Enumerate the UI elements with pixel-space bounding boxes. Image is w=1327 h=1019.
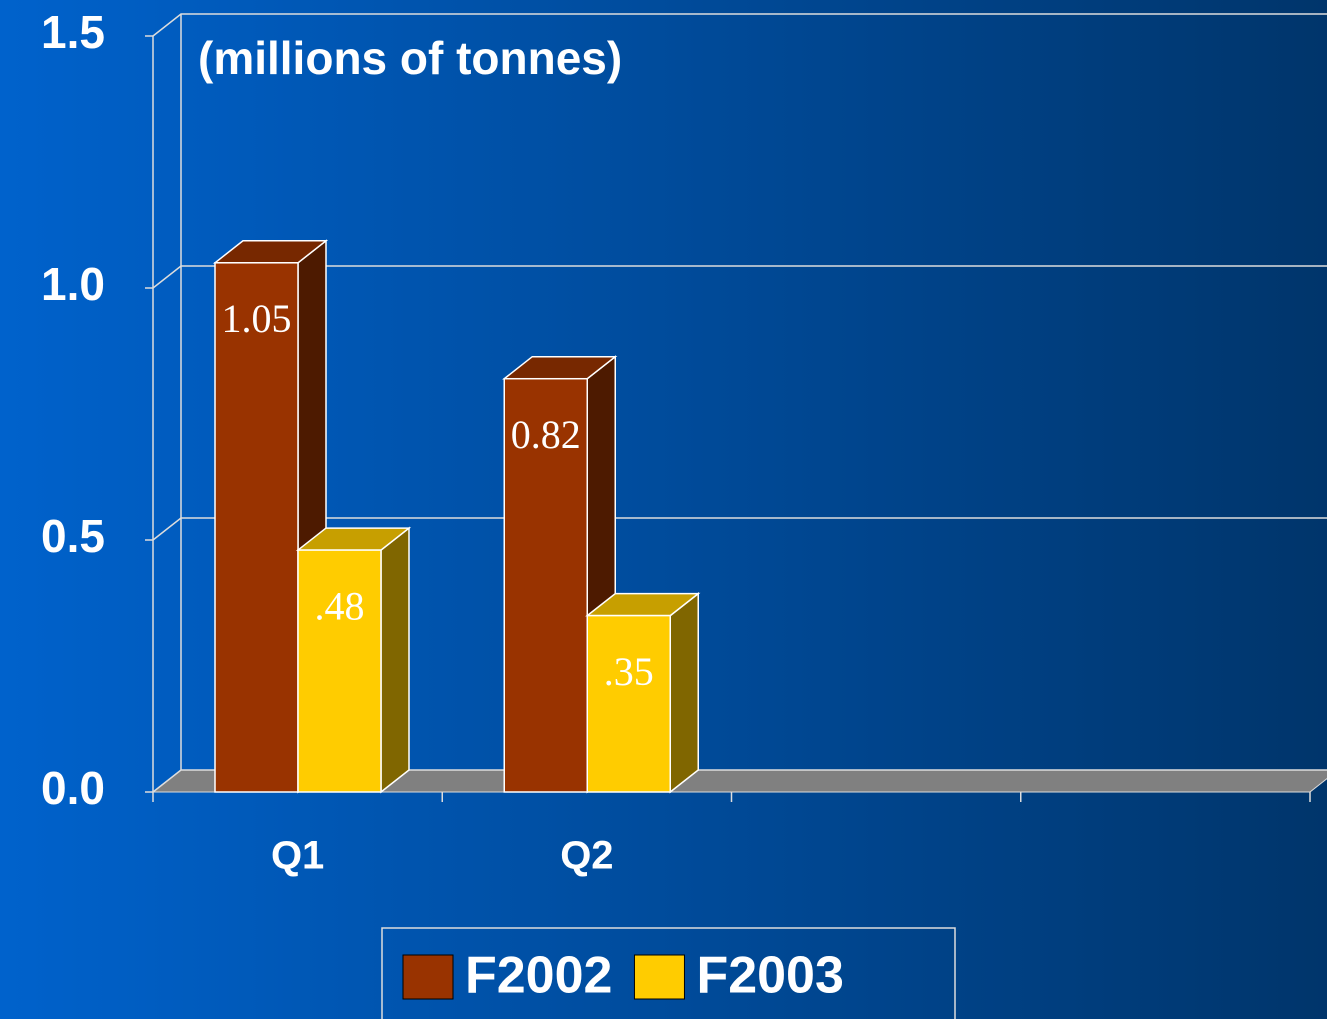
legend-swatch <box>633 954 685 1000</box>
bar <box>503 377 588 793</box>
grid-line <box>152 769 1327 793</box>
y-tick-label: 0.0 <box>41 762 105 814</box>
value-label: 1.05 <box>222 296 292 341</box>
value-label: .48 <box>315 583 365 628</box>
value-label: 0.82 <box>511 412 581 457</box>
legend-box <box>381 927 956 1019</box>
grid-line <box>152 265 1327 289</box>
grid-line <box>152 13 1327 37</box>
y-tick-label: 1.0 <box>41 258 105 310</box>
y-tick-label: 1.5 <box>41 6 105 58</box>
bar <box>214 262 299 793</box>
bar-side <box>380 526 410 794</box>
y-tick-label: 0.5 <box>41 510 105 562</box>
bar <box>297 549 382 793</box>
legend-label: F2002 <box>465 947 612 1005</box>
grid-line <box>152 517 1327 541</box>
bar <box>586 614 671 793</box>
bar-side <box>669 592 699 794</box>
x-tick-label: Q1 <box>271 834 324 878</box>
legend-label: F2003 <box>696 947 843 1005</box>
x-tick-label: Q2 <box>560 834 613 878</box>
value-label: .35 <box>604 649 654 694</box>
annotation: (millions of tonnes) <box>198 32 622 84</box>
legend-swatch <box>402 954 454 1000</box>
